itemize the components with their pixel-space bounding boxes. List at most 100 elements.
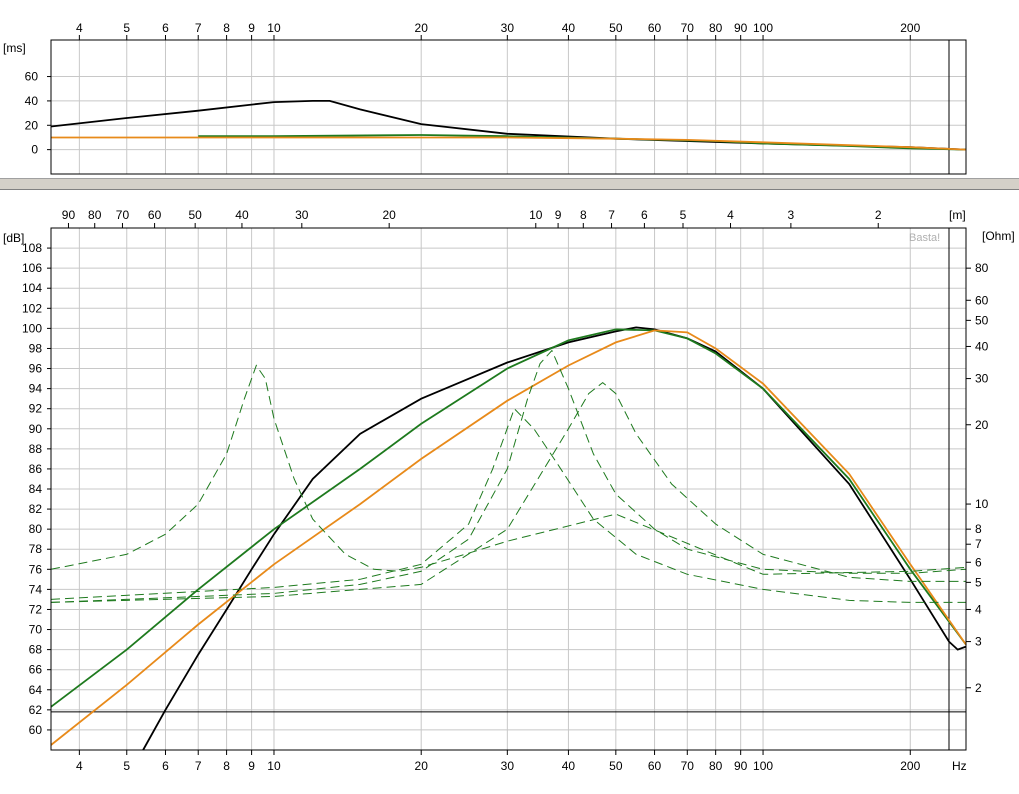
bottom-x-tick-label: 70 bbox=[681, 759, 695, 773]
bottom-x-tick-label: 40 bbox=[562, 759, 576, 773]
top-y-tick-label: 60 bbox=[25, 70, 39, 84]
top-x-tick-label: 70 bbox=[681, 21, 695, 35]
db-tick-label: 108 bbox=[22, 241, 42, 255]
bottom-x-tick-label: 90 bbox=[734, 759, 748, 773]
db-tick-label: 82 bbox=[29, 502, 43, 516]
group-delay-chart: 4 5 6 7 8 9 10 20 30 40 50 60 70 80 90 100 200 0 20 40 60 [ms… bbox=[3, 21, 967, 175]
top-series-2-line bbox=[51, 136, 967, 151]
bottom-x-tick-label: 8 bbox=[223, 759, 230, 773]
top-x-tick-label: 90 bbox=[734, 21, 748, 35]
distance-tick-label: 80 bbox=[88, 208, 102, 222]
ohm-tick-label: 5 bbox=[975, 575, 982, 589]
watermark-text: Basta! bbox=[909, 232, 940, 244]
top-x-tick-label: 30 bbox=[501, 21, 515, 35]
ohm-tick-label: 80 bbox=[975, 261, 989, 275]
top-x-tick-label: 4 bbox=[76, 21, 83, 35]
ohm-tick-label: 20 bbox=[975, 418, 989, 432]
ohm-tick-label: 30 bbox=[975, 372, 989, 386]
top-plot-frame bbox=[50, 39, 967, 175]
top-x-tick-label: 20 bbox=[415, 21, 429, 35]
top-x-tick-label: 80 bbox=[709, 21, 723, 35]
ohm-tick-label: 10 bbox=[975, 497, 989, 511]
distance-tick-label: 4 bbox=[727, 208, 734, 222]
db-tick-label: 68 bbox=[29, 643, 43, 657]
bottom-x-tick-label: 30 bbox=[501, 759, 515, 773]
distance-axis-label: [m] bbox=[949, 208, 966, 222]
top-y-tick-label: 20 bbox=[25, 118, 39, 132]
db-tick-label: 88 bbox=[29, 442, 43, 456]
bottom-x-tick-label: 80 bbox=[709, 759, 723, 773]
bottom-x-tick-label: 6 bbox=[162, 759, 169, 773]
db-tick-label: 64 bbox=[29, 683, 43, 697]
distance-tick-label: 9 bbox=[555, 208, 562, 222]
distance-tick-label: 30 bbox=[295, 208, 309, 222]
bottom-x-tick-label: 50 bbox=[609, 759, 623, 773]
db-tick-label: 90 bbox=[29, 422, 43, 436]
bottom-series-2-line bbox=[50, 329, 967, 746]
db-tick-label: 66 bbox=[29, 663, 43, 677]
db-tick-label: 104 bbox=[22, 281, 42, 295]
chart-splitter[interactable] bbox=[0, 178, 1019, 190]
distance-tick-label: 6 bbox=[641, 208, 648, 222]
top-y-tick-label: 40 bbox=[25, 94, 39, 108]
top-y-axis-label: [ms] bbox=[3, 41, 26, 55]
db-tick-label: 74 bbox=[29, 582, 43, 596]
top-x-tick-label: 8 bbox=[223, 21, 230, 35]
bottom-x-tick-label: 60 bbox=[648, 759, 662, 773]
distance-tick-label: 2 bbox=[875, 208, 882, 222]
distance-tick-label: 40 bbox=[235, 208, 249, 222]
db-tick-label: 92 bbox=[29, 402, 43, 416]
bottom-series-6-line bbox=[50, 381, 966, 603]
top-x-tick-label: 6 bbox=[162, 21, 169, 35]
ohm-tick-label: 8 bbox=[975, 522, 982, 536]
ohm-tick-label: 40 bbox=[975, 339, 989, 353]
distance-tick-label: 70 bbox=[116, 208, 130, 222]
db-tick-label: 106 bbox=[22, 261, 42, 275]
db-tick-label: 70 bbox=[29, 623, 43, 637]
bottom-plot-frame bbox=[50, 227, 967, 751]
distance-tick-label: 20 bbox=[382, 208, 396, 222]
distance-tick-label: 8 bbox=[580, 208, 587, 222]
distance-tick-label: 90 bbox=[62, 208, 76, 222]
ohm-tick-label: 50 bbox=[975, 313, 989, 327]
top-x-tick-label: 9 bbox=[248, 21, 255, 35]
distance-tick-label: 5 bbox=[680, 208, 687, 222]
db-tick-label: 60 bbox=[29, 723, 43, 737]
db-tick-label: 80 bbox=[29, 522, 43, 536]
top-x-tick-label: 7 bbox=[195, 21, 202, 35]
bottom-series-5-line bbox=[50, 349, 967, 603]
db-tick-label: 100 bbox=[22, 321, 42, 335]
distance-tick-label: 7 bbox=[608, 208, 615, 222]
bottom-x-tick-label: 100 bbox=[753, 759, 773, 773]
bottom-series-1-line bbox=[50, 328, 967, 708]
top-x-tick-label: 40 bbox=[562, 21, 576, 35]
ohm-tick-label: 60 bbox=[975, 293, 989, 307]
db-tick-label: 96 bbox=[29, 362, 43, 376]
db-tick-label: 84 bbox=[29, 482, 43, 496]
ohm-tick-label: 2 bbox=[975, 681, 982, 695]
bottom-x-tick-label: 9 bbox=[248, 759, 255, 773]
distance-tick-label: 10 bbox=[529, 208, 543, 222]
ohm-tick-label: 4 bbox=[975, 602, 982, 616]
top-x-tick-label: 100 bbox=[753, 21, 773, 35]
db-axis-label: [dB] bbox=[3, 231, 24, 245]
top-x-tick-label: 60 bbox=[648, 21, 662, 35]
top-plot-area bbox=[51, 40, 966, 174]
db-tick-label: 78 bbox=[29, 542, 43, 556]
bottom-x-tick-label: 200 bbox=[900, 759, 920, 773]
ohm-tick-label: 3 bbox=[975, 635, 982, 649]
ohm-tick-label: 7 bbox=[975, 537, 982, 551]
ohm-axis-label: [Ohm] bbox=[982, 229, 1015, 243]
distance-tick-label: 3 bbox=[788, 208, 795, 222]
db-tick-label: 62 bbox=[29, 703, 43, 717]
bottom-x-tick-label: 4 bbox=[76, 759, 83, 773]
hz-axis-label: Hz bbox=[952, 759, 967, 773]
db-tick-label: 86 bbox=[29, 462, 43, 476]
top-x-tick-label: 50 bbox=[609, 21, 623, 35]
db-tick-label: 94 bbox=[29, 382, 43, 396]
top-x-tick-label: 10 bbox=[267, 21, 281, 35]
top-x-tick-label: 200 bbox=[900, 21, 920, 35]
db-tick-label: 72 bbox=[29, 602, 43, 616]
distance-tick-label: 60 bbox=[148, 208, 162, 222]
bottom-x-tick-label: 7 bbox=[195, 759, 202, 773]
